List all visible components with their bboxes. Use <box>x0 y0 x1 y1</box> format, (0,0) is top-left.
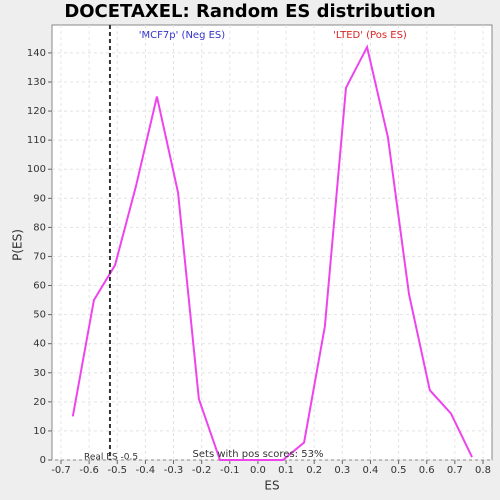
x-tick-label: 0.2 <box>306 465 322 476</box>
x-tick-label: 0.7 <box>447 465 463 476</box>
x-tick-label: -0.6 <box>79 465 99 476</box>
x-tick-label: -0.5 <box>108 465 128 476</box>
y-tick-label: 20 <box>33 397 46 408</box>
x-tick-label: 0.8 <box>475 465 491 476</box>
x-axis-label: ES <box>264 479 279 493</box>
y-tick-label: 120 <box>27 106 46 117</box>
x-tick-label: -0.3 <box>164 465 184 476</box>
x-tick-label: 0.1 <box>278 465 294 476</box>
y-tick-label: 0 <box>40 455 46 466</box>
y-tick-label: 60 <box>33 281 46 292</box>
y-tick-label: 50 <box>33 310 46 321</box>
chart-title: DOCETAXEL: Random ES distribution <box>64 1 435 22</box>
y-tick-label: 100 <box>27 164 46 175</box>
annotation: 'LTED' (Pos ES) <box>333 30 407 41</box>
y-tick-label: 30 <box>33 368 46 379</box>
x-tick-label: 0.5 <box>391 465 407 476</box>
plot-area <box>51 24 493 461</box>
y-tick-label: 110 <box>27 135 46 146</box>
y-tick-label: 70 <box>33 251 46 262</box>
real-es-label: Real ES -0.5 <box>84 453 138 463</box>
y-tick-label: 90 <box>33 193 46 204</box>
y-tick-label: 140 <box>27 48 46 59</box>
x-tick-label: -0.7 <box>51 465 71 476</box>
y-tick-label: 80 <box>33 222 46 233</box>
y-axis-label: P(ES) <box>11 229 25 261</box>
x-tick-label: 0.3 <box>334 465 350 476</box>
x-tick-label: -0.1 <box>220 465 240 476</box>
annotation: 'MCF7p' (Neg ES) <box>139 30 225 41</box>
y-tick-label: 10 <box>33 426 46 437</box>
x-tick-label: -0.2 <box>192 465 212 476</box>
x-tick-label: 0.0 <box>250 465 266 476</box>
y-tick-label: 130 <box>27 77 46 88</box>
footer-label: Sets with pos scores: 53% <box>193 449 324 460</box>
x-tick-label: -0.4 <box>136 465 156 476</box>
series-line <box>71 44 473 461</box>
y-tick-label: 40 <box>33 339 46 350</box>
x-tick-label: 0.6 <box>419 465 435 476</box>
x-tick-label: 0.4 <box>363 465 379 476</box>
